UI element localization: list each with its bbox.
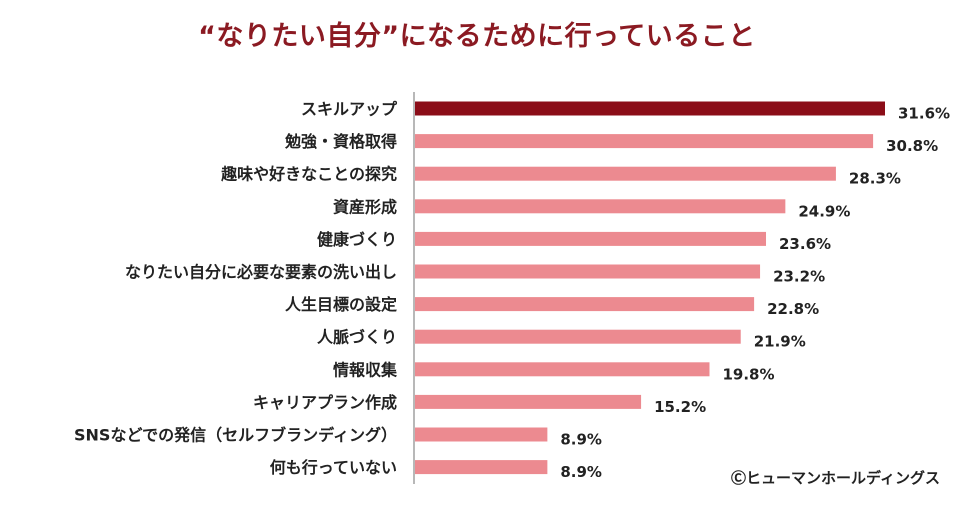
bar (415, 264, 761, 279)
category-label: 健康づくり (317, 230, 397, 249)
value-label: 8.9% (560, 431, 602, 449)
category-label: 何も行っていない (270, 458, 397, 477)
category-label: 人脈づくり (317, 328, 397, 347)
value-label: 19.8% (722, 365, 774, 383)
value-label: 24.9% (798, 202, 850, 220)
bar (415, 329, 741, 344)
value-label: 23.6% (779, 235, 831, 253)
value-label: 28.3% (849, 170, 901, 188)
copyright-text: Ⓒヒューマンホールディングス (731, 469, 940, 487)
category-label: 趣味や好きなことの探究 (220, 165, 397, 184)
bar (415, 394, 642, 409)
bar (415, 101, 885, 116)
category-label: キャリアプラン作成 (253, 393, 397, 412)
category-label: スキルアップ (301, 100, 398, 119)
category-label: 情報収集 (333, 360, 398, 379)
chart-title: “なりたい自分”になるために行っていること (198, 21, 756, 52)
category-label: 人生目標の設定 (285, 295, 397, 314)
category-label: 資産形成 (333, 197, 397, 216)
value-label: 23.2% (773, 268, 825, 286)
value-label: 15.2% (654, 398, 706, 416)
bar (415, 427, 548, 442)
category-label: 勉強・資格取得 (284, 132, 397, 151)
category-label: SNSなどでの発信（セルフブランディング） (74, 426, 397, 445)
bar (415, 166, 836, 181)
value-label: 31.6% (898, 105, 950, 123)
value-label: 21.9% (754, 333, 806, 351)
bar (415, 297, 755, 312)
category-label: なりたい自分に必要な要素の洗い出し (125, 263, 397, 282)
bar (415, 362, 710, 377)
value-label: 22.8% (767, 300, 819, 318)
value-label: 30.8% (886, 137, 938, 155)
bar (415, 231, 767, 246)
bar (415, 134, 874, 149)
bar (415, 199, 786, 214)
value-label: 8.9% (560, 463, 602, 481)
bar (415, 460, 548, 475)
